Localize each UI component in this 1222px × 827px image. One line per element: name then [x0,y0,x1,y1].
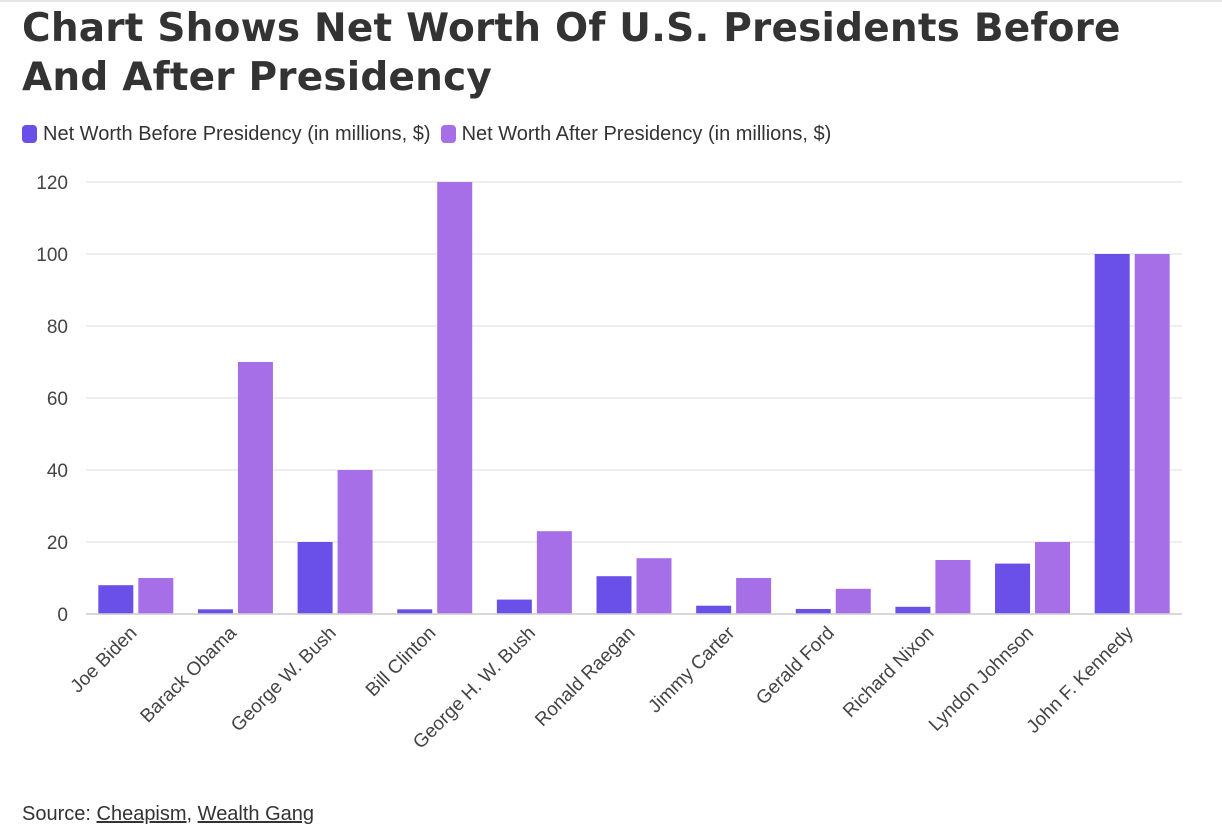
bar-after[interactable] [237,362,273,614]
bar-before[interactable] [696,605,732,614]
bar-before[interactable] [397,609,433,614]
top-rule [0,0,1222,2]
source-separator: , [186,803,193,825]
bar-before[interactable] [1094,254,1130,614]
source-link-wealth-gang[interactable]: Wealth Gang [197,803,315,825]
source-prefix: Source: [22,803,91,825]
legend-swatch-before [22,125,37,143]
bar-before[interactable] [98,585,134,614]
bar-before[interactable] [795,608,831,614]
x-tick-label: Barack Obama [137,622,242,727]
bar-after[interactable] [935,560,971,614]
x-tick-label: George W. Bush [227,623,340,736]
bar-after[interactable] [1134,254,1170,614]
legend: Net Worth Before Presidency (in millions… [22,122,841,146]
x-tick-label: John F. Kennedy [1023,622,1138,737]
chart-title: Chart Shows Net Worth Of U.S. Presidents… [22,6,1121,100]
source-line: Source: Cheapism, Wealth Gang [22,803,314,826]
bar-after[interactable] [337,470,373,614]
bar-after[interactable] [636,558,672,614]
x-tick-label: Bill Clinton [362,623,440,701]
bar-after[interactable] [1035,542,1071,614]
x-tick-label: Gerald Ford [752,623,839,710]
bar-before[interactable] [895,606,931,614]
y-tick-label: 120 [36,173,68,194]
legend-swatch-after [440,125,456,143]
x-tick-label: Ronald Raegan [531,623,639,731]
legend-label-after: Net Worth After Presidency (in millions,… [461,122,832,145]
x-tick-label: Jimmy Carter [644,622,739,717]
bar-before[interactable] [596,576,632,614]
x-tick-label: Lyndon Johnson [925,623,1038,736]
bar-after[interactable] [138,578,174,614]
bar-after[interactable] [736,578,772,614]
bar-after[interactable] [835,588,871,614]
bar-before[interactable] [197,609,233,614]
legend-item-before[interactable]: Net Worth Before Presidency (in millions… [22,123,431,146]
y-tick-label: 0 [57,605,68,626]
y-tick-label: 100 [36,245,68,266]
y-tick-label: 20 [47,533,68,554]
x-tick-label: Joe Biden [67,623,142,698]
legend-item-after[interactable]: Net Worth After Presidency (in millions,… [440,122,832,146]
bar-after[interactable] [437,182,473,614]
y-tick-label: 40 [47,461,68,482]
bar-before[interactable] [496,599,532,614]
x-tick-label: Richard Nixon [839,623,938,722]
source-link-cheapism[interactable]: Cheapism [96,803,187,825]
bar-before[interactable] [995,563,1031,614]
y-tick-label: 80 [47,317,68,338]
y-tick-label: 60 [47,389,68,410]
bar-after[interactable] [536,531,572,614]
bar-before[interactable] [297,542,333,614]
legend-label-before: Net Worth Before Presidency (in millions… [43,122,431,145]
